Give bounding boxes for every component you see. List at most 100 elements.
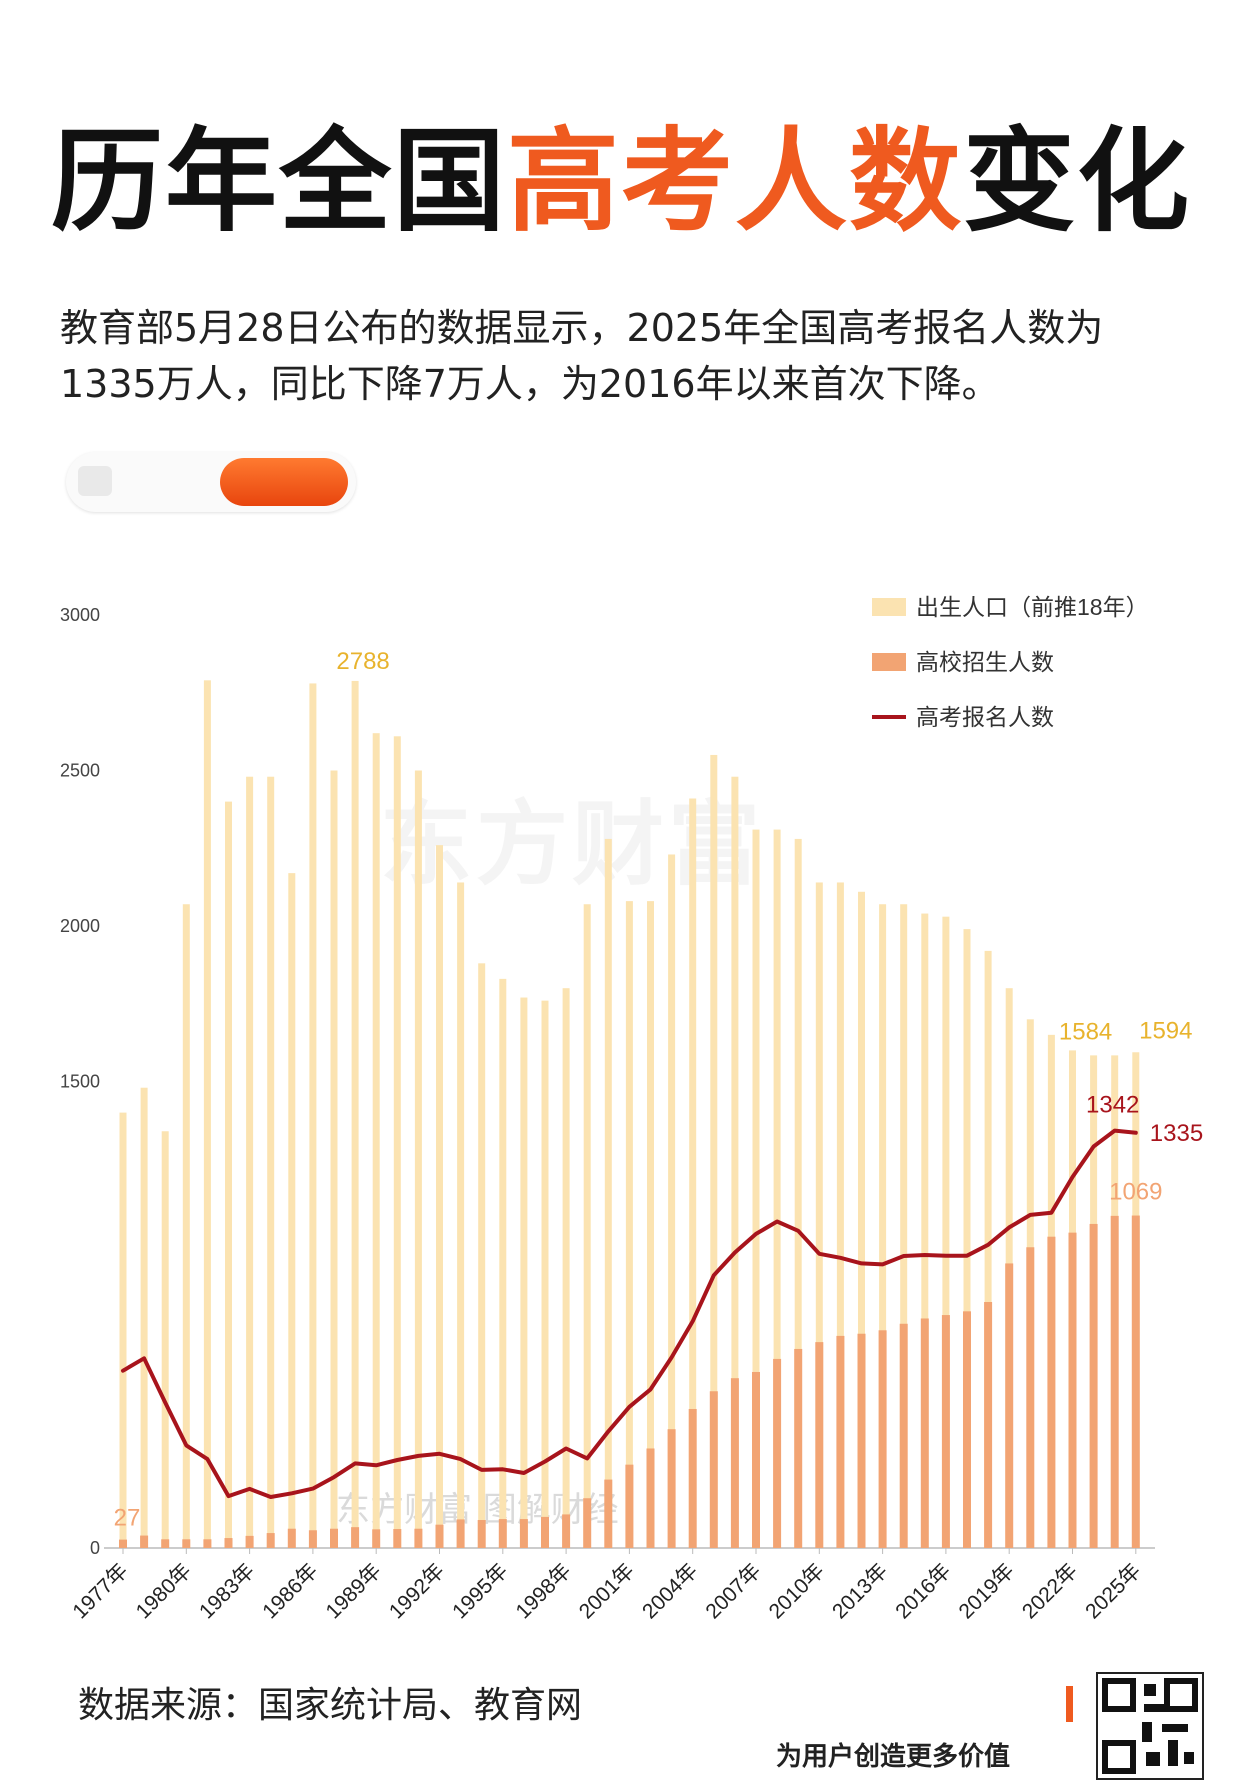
y-tick-label: 3000 xyxy=(60,605,100,625)
enrollment-bar xyxy=(984,1301,993,1548)
enrollment-bar xyxy=(477,1520,486,1548)
enrollment-bar xyxy=(794,1348,803,1548)
x-tick-label: 2007年 xyxy=(701,1559,765,1623)
enrollment-bar xyxy=(815,1342,824,1548)
enrollment-bar xyxy=(140,1535,149,1548)
enrollment-bar xyxy=(899,1323,908,1548)
enrollment-bar xyxy=(456,1519,465,1548)
births-bar xyxy=(942,916,950,1548)
enrollment-bar xyxy=(519,1519,528,1548)
enrollment-bar xyxy=(709,1391,718,1548)
births-bar xyxy=(815,882,823,1548)
births-bar xyxy=(794,838,802,1548)
enrollment-bar xyxy=(1068,1232,1077,1548)
births-bar xyxy=(267,776,275,1548)
births-bar xyxy=(436,845,443,1548)
x-tick-label: 2001年 xyxy=(575,1559,639,1623)
births-bar xyxy=(647,901,654,1548)
x-tick-label: 2010年 xyxy=(765,1559,829,1623)
enrollment-bar xyxy=(583,1498,592,1548)
x-tick-label: 2016年 xyxy=(891,1559,955,1623)
enrollment-bar xyxy=(1005,1263,1014,1548)
births-bar xyxy=(351,680,359,1548)
enrollment-bar xyxy=(224,1538,233,1548)
title-part-2: 高考人数 xyxy=(507,117,963,247)
enrollment-bar xyxy=(773,1358,782,1548)
births-bar xyxy=(520,997,528,1548)
births-bar xyxy=(457,882,465,1548)
births-bar xyxy=(372,733,380,1548)
page-title: 历年全国高考人数变化 xyxy=(0,118,1242,247)
x-tick-label: 1995年 xyxy=(448,1559,512,1623)
enrollment-bar xyxy=(351,1527,360,1548)
x-tick-label: 1998年 xyxy=(511,1559,575,1623)
births-bar xyxy=(836,882,844,1548)
enrollment-bar xyxy=(941,1315,950,1548)
x-tick-label: 1983年 xyxy=(195,1559,259,1623)
data-label: 27 xyxy=(114,1505,141,1532)
enrollment-bar xyxy=(498,1519,507,1548)
births-bar xyxy=(562,988,570,1548)
legend-label: 出生人口（前推18年） xyxy=(916,594,1149,620)
births-bar xyxy=(161,1131,169,1548)
enrollment-bar xyxy=(287,1528,296,1548)
data-label: 1584 xyxy=(1059,1018,1112,1045)
births-bar xyxy=(921,913,929,1548)
births-bar xyxy=(478,963,486,1548)
births-bar xyxy=(879,904,887,1548)
x-tick-label: 2004年 xyxy=(638,1559,702,1623)
births-bar xyxy=(330,770,338,1548)
enrollment-bar xyxy=(182,1539,191,1548)
enrollment-bar xyxy=(752,1371,760,1548)
data-source: 数据来源：国家统计局、教育网 xyxy=(78,1685,583,1726)
births-bar xyxy=(499,978,507,1548)
x-tick-label: 1980年 xyxy=(132,1559,196,1623)
births-bar xyxy=(689,798,697,1548)
slogan: 为用户创造更多价值 xyxy=(776,1742,1011,1772)
toggle-decoration xyxy=(66,452,356,512)
enrollment-bar xyxy=(414,1528,423,1548)
enrollment-bar xyxy=(119,1539,127,1548)
enrollment-bar xyxy=(393,1529,402,1548)
enrollment-bar xyxy=(245,1535,254,1548)
enrollment-bar xyxy=(688,1408,697,1548)
births-bar xyxy=(583,904,591,1548)
title-part-3: 变化 xyxy=(963,117,1191,247)
births-bar xyxy=(773,829,781,1548)
chart: 0 1500 2000 2500 3000 1977年 1980年 1983年 1986年 198… xyxy=(60,594,1203,1623)
legend-swatch-enrollment xyxy=(872,653,906,671)
data-label: 1335 xyxy=(1150,1120,1203,1147)
births-bar xyxy=(393,736,401,1548)
enrollment-bar xyxy=(857,1333,866,1548)
y-tick-label: 1500 xyxy=(60,1072,100,1092)
watermark: 东方财富 xyxy=(380,791,765,898)
title-part-1: 历年全国 xyxy=(51,117,507,247)
births-bar xyxy=(900,904,908,1548)
x-tick-label: 2019年 xyxy=(955,1559,1019,1623)
births-bar xyxy=(414,770,422,1548)
births-bar xyxy=(119,1112,127,1548)
enrollment-bar xyxy=(1089,1223,1098,1548)
enrollment-bar xyxy=(435,1524,444,1548)
legend-swatch-births xyxy=(872,598,906,616)
enrollment-bar xyxy=(1026,1247,1035,1548)
data-label: 1069 xyxy=(1109,1179,1162,1206)
enrollment-bar xyxy=(1047,1236,1056,1548)
births-bar xyxy=(858,891,865,1548)
x-tick-label: 1989年 xyxy=(322,1559,386,1623)
legend-label: 高考报名人数 xyxy=(916,704,1054,730)
y-tick-label: 2000 xyxy=(60,916,100,936)
births-bar xyxy=(541,1000,549,1548)
x-tick-label: 2022年 xyxy=(1018,1559,1082,1623)
enrollment-bar xyxy=(562,1514,571,1548)
births-bar xyxy=(963,929,971,1548)
data-label: 2788 xyxy=(336,648,389,675)
y-tick-label: 0 xyxy=(90,1538,100,1558)
births-bar xyxy=(710,754,718,1548)
births-bar xyxy=(309,683,317,1548)
x-tick-label: 2025年 xyxy=(1081,1559,1145,1623)
legend-label: 高校招生人数 xyxy=(916,649,1054,675)
enrollment-bar xyxy=(920,1318,929,1548)
watermark-small: 东方财富 图解财经 xyxy=(336,1490,619,1530)
births-bar xyxy=(225,801,232,1548)
